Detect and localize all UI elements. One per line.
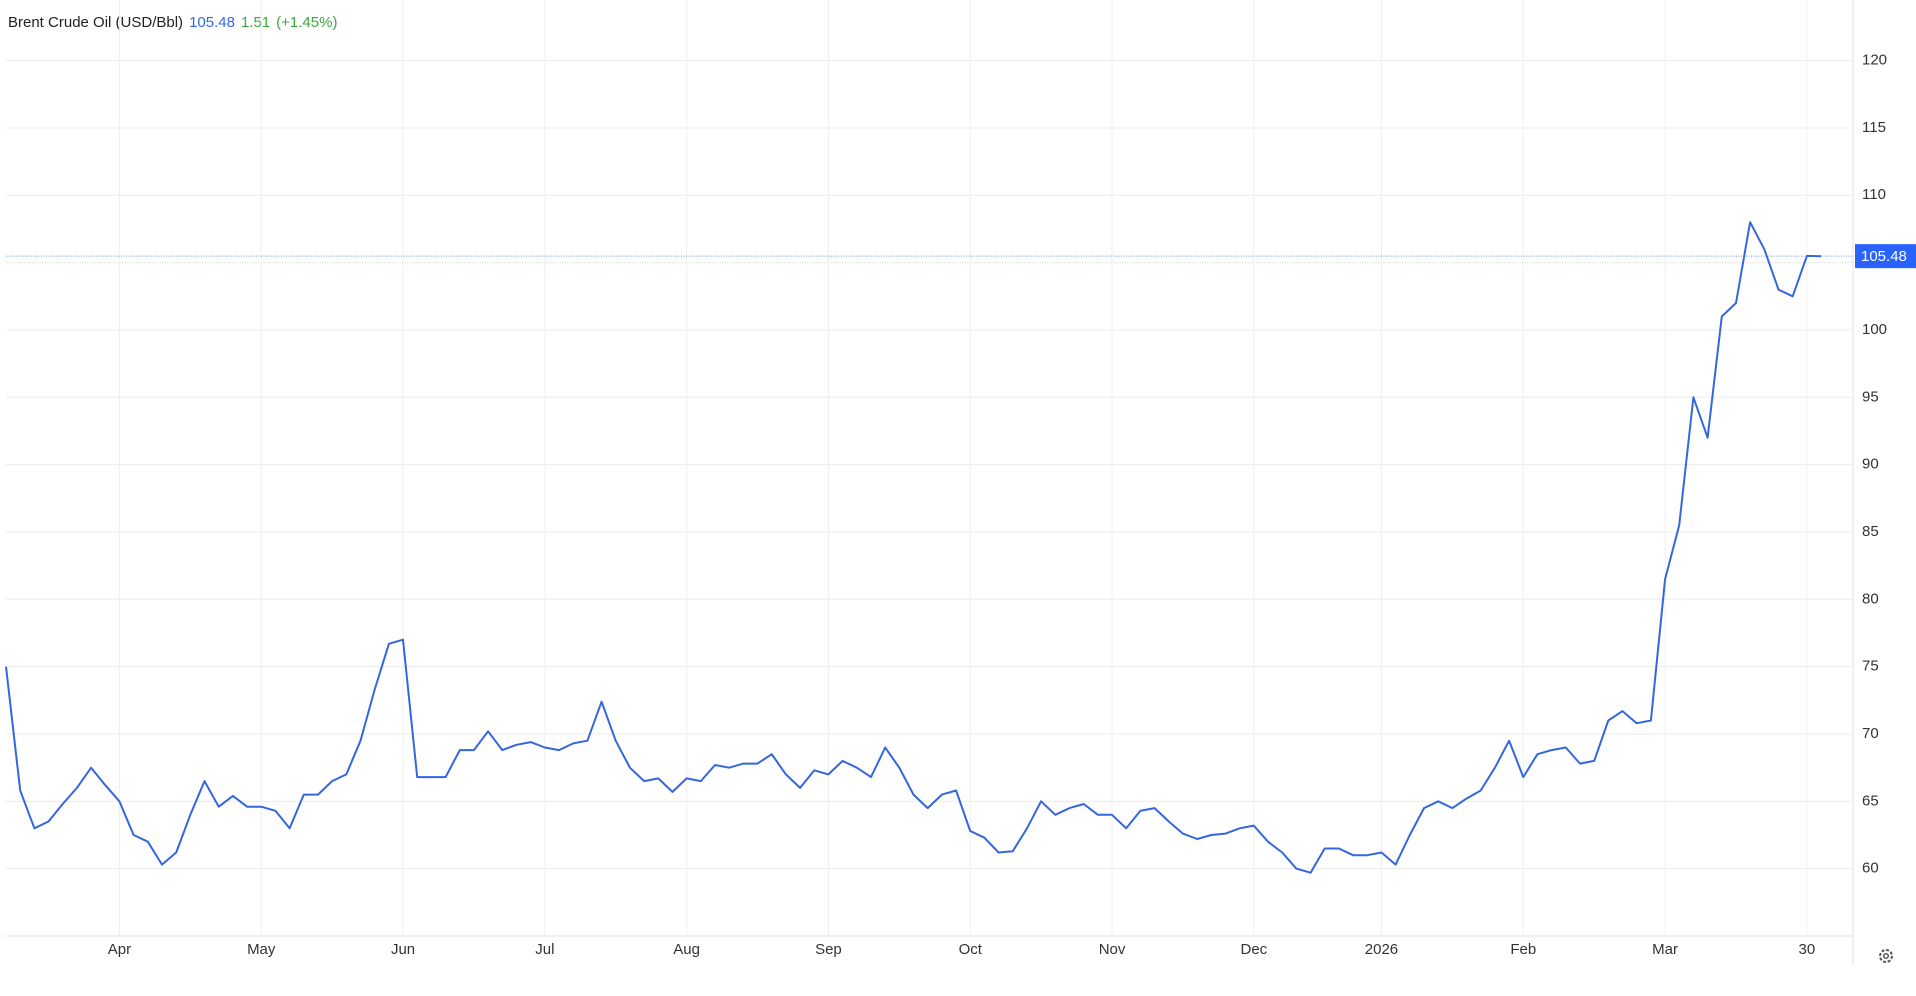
x-tick-label: Feb <box>1510 941 1536 958</box>
y-tick-label: 95 <box>1862 388 1879 405</box>
y-tick-label: 100 <box>1862 321 1887 338</box>
y-tick-label: 120 <box>1862 52 1887 69</box>
x-tick-label: Apr <box>108 941 131 958</box>
change: 1.51 <box>240 14 271 31</box>
x-tick-label: Oct <box>959 941 983 958</box>
chart-title: Brent Crude Oil (USD/Bbl) <box>8 14 184 31</box>
y-tick-label: 90 <box>1862 456 1879 473</box>
x-tick-label: Jun <box>391 941 415 958</box>
gear-inner[interactable] <box>1882 952 1890 960</box>
last-value-badge <box>1855 244 1916 269</box>
y-tick-label: 75 <box>1862 658 1879 675</box>
y-tick-label: 85 <box>1862 523 1879 540</box>
y-tick-label: 65 <box>1862 792 1879 809</box>
x-tick-label: Sep <box>815 941 842 958</box>
price-line <box>5 221 1822 874</box>
y-tick-label: 60 <box>1862 860 1879 877</box>
x-tick-label: Aug <box>673 941 700 958</box>
header: Brent Crude Oil (USD/Bbl) 105.48 1.51 (+… <box>8 14 337 31</box>
y-tick-label: 70 <box>1862 725 1879 742</box>
x-tick-label: Dec <box>1240 941 1267 958</box>
x-tick-label: Mar <box>1652 941 1678 958</box>
y-tick-label: 110 <box>1862 186 1886 203</box>
last-value: 105.48 <box>189 14 235 31</box>
gear-outer[interactable] <box>1879 949 1893 963</box>
last-value-label: 105.48 <box>1861 248 1907 265</box>
change-percent: (+1.45%) <box>276 14 338 31</box>
x-tick-label: 30 <box>1799 941 1816 958</box>
settings-icon[interactable] <box>1879 949 1893 963</box>
y-tick-label: 80 <box>1862 590 1879 607</box>
y-tick-label: 115 <box>1862 119 1886 136</box>
x-tick-label: Nov <box>1099 941 1126 958</box>
x-tick-label: Jul <box>535 941 554 958</box>
x-tick-label: May <box>247 941 276 958</box>
x-tick-label: 2026 <box>1365 941 1398 958</box>
